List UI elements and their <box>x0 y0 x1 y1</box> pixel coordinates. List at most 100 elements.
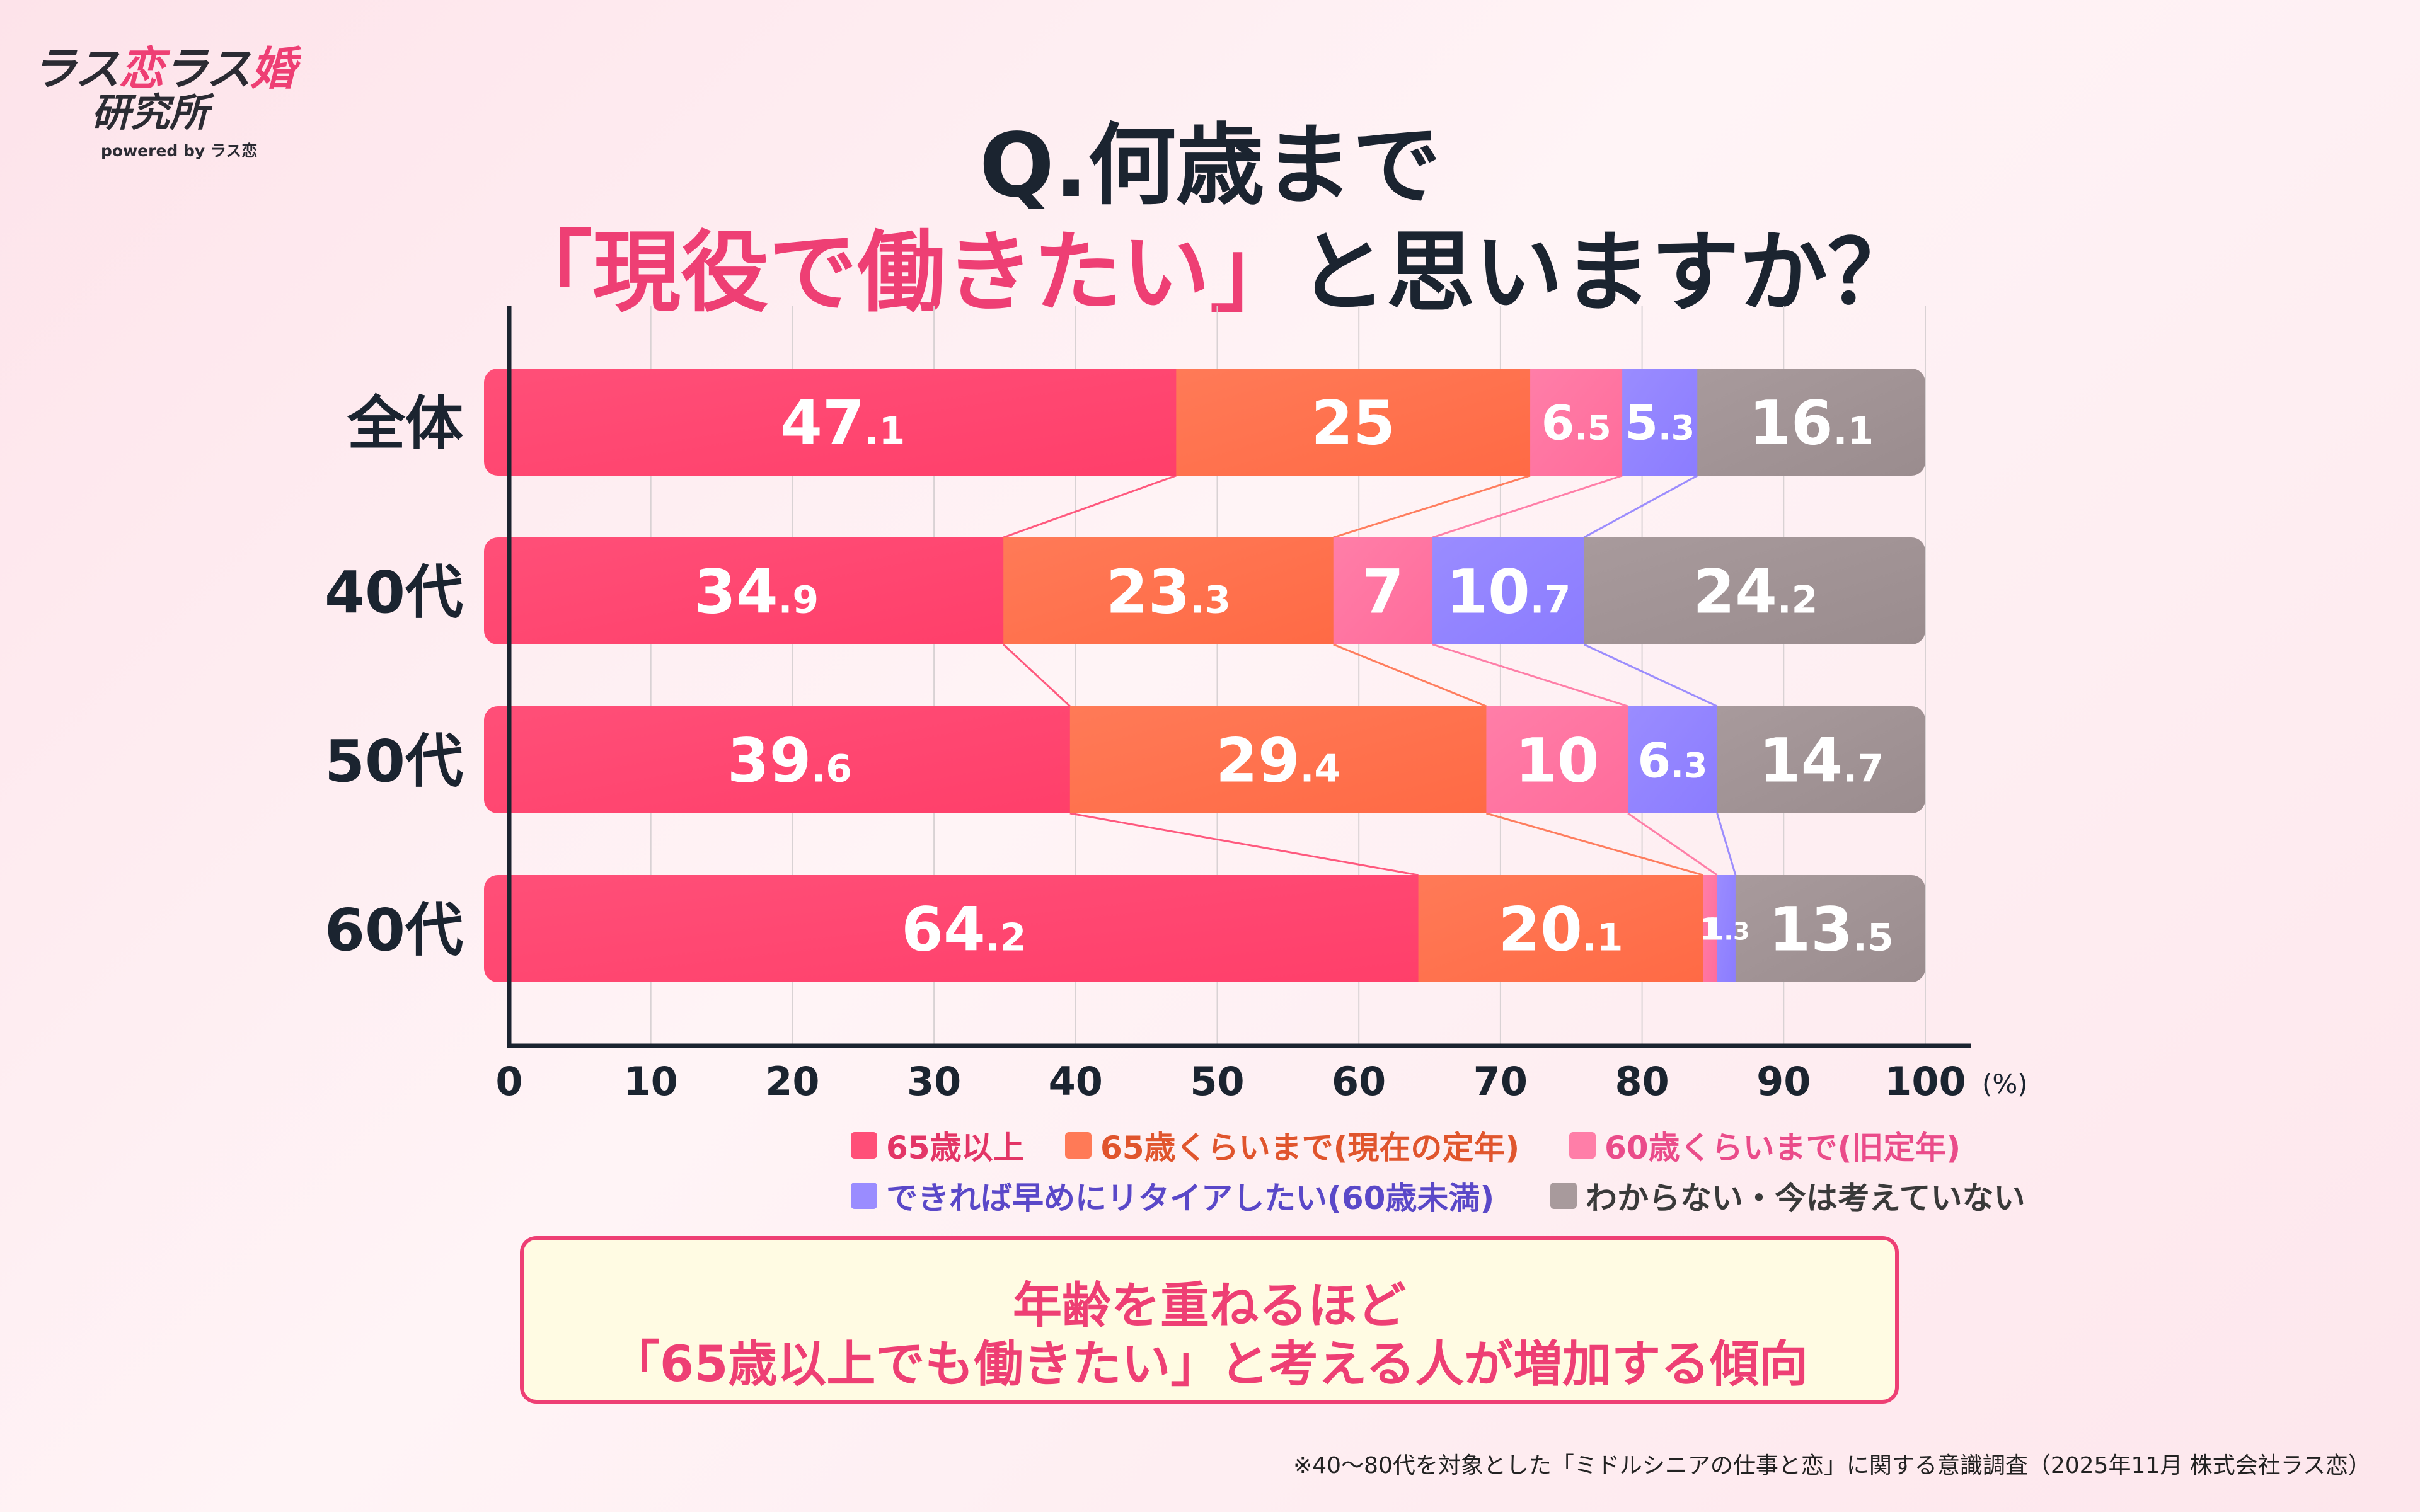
callout-line1: 年齢を重ねるほど <box>1012 1278 1406 1334</box>
connector-line <box>1069 812 1419 876</box>
logo-wordmark: ラス恋ラス婚 <box>32 42 296 95</box>
legend-item-3: 60歳くらいまで(旧定年) <box>1569 1123 1961 1168</box>
bar-segment <box>484 369 1177 476</box>
category-label: 60代 <box>325 896 463 964</box>
legend-label-4: できれば早めにリタイアしたい(60歳未満) <box>886 1180 1495 1217</box>
x-tick-label: 10 <box>624 1058 678 1104</box>
bar-value-label: 10 <box>1515 726 1599 796</box>
connector-line <box>1627 812 1718 876</box>
bar-segment <box>484 706 1071 813</box>
x-tick-label: 100 <box>1884 1058 1966 1104</box>
x-tick-labels: 0 10 20 30 40 50 60 70 80 90 100 <box>495 1058 1966 1104</box>
title-highlight: 「現役で働きたい」 <box>504 222 1298 324</box>
x-tick-label: 50 <box>1190 1058 1244 1104</box>
logo-powered-by: powered by ラス恋 <box>101 142 258 160</box>
legend-swatch-3 <box>1569 1132 1596 1159</box>
connector-lines <box>1003 474 1737 876</box>
category-label: 40代 <box>325 559 463 626</box>
chart-title-line1: Q.何歳まで <box>979 115 1441 217</box>
footnote: ※40〜80代を対象とした「ミドルシニアの仕事と恋」に関する意識調査（2025年… <box>1293 1453 2371 1479</box>
bar-segment <box>1003 537 1334 644</box>
bar-segment <box>1432 537 1584 644</box>
bar-value-label: 39.6 <box>727 726 852 796</box>
legend-swatch-2 <box>1065 1132 1092 1159</box>
bar-value-label: 6.5 <box>1541 394 1611 450</box>
legend-swatch-4 <box>851 1183 877 1209</box>
bar-segment <box>1333 537 1433 644</box>
connector-line <box>1003 643 1071 707</box>
bar-value-label: 6.3 <box>1637 732 1707 788</box>
bar-value-label: 47.1 <box>780 388 905 459</box>
legend-label-2: 65歳くらいまで(現在の定年) <box>1100 1130 1520 1166</box>
connector-line <box>1003 474 1177 539</box>
connector-line <box>1716 813 1737 876</box>
bar-segment <box>1703 875 1718 982</box>
bar-value-label: 20.1 <box>1498 895 1623 965</box>
bar-segment <box>1176 369 1531 476</box>
legend-item-4: できれば早めにリタイアしたい(60歳未満) <box>851 1173 1494 1218</box>
legend-label-5: わからない・今は考えていない <box>1586 1180 2025 1217</box>
x-axis-unit: (%) <box>1982 1068 2028 1099</box>
bar-segments <box>484 369 1925 982</box>
bar-segment <box>1717 875 1736 982</box>
bar-segment <box>1530 369 1623 476</box>
category-labels: 全体 40代 50代 60代 <box>325 390 463 964</box>
x-tick-label: 60 <box>1332 1058 1386 1104</box>
bar-segment <box>1486 706 1628 813</box>
x-tick-label: 30 <box>907 1058 961 1104</box>
x-tick-label: 40 <box>1049 1058 1103 1104</box>
connector-line <box>1432 474 1623 539</box>
bar-value-label: 64.2 <box>901 895 1026 965</box>
bar-value-label: 1 <box>1700 912 1720 947</box>
bar-value-label: 24.2 <box>1693 557 1818 627</box>
bar-value-label: 25 <box>1311 388 1395 459</box>
legend-swatch-1 <box>851 1132 877 1159</box>
bar-value-label: 5.3 <box>1625 394 1695 450</box>
x-tick-label: 0 <box>495 1058 522 1104</box>
legend-item-2: 65歳くらいまで(現在の定年) <box>1065 1123 1519 1168</box>
bar-segment <box>1628 706 1718 813</box>
category-label: 全体 <box>347 390 463 457</box>
bar-segment <box>1584 537 1925 644</box>
bar-segment <box>1622 369 1698 476</box>
connector-line <box>1333 643 1487 707</box>
callout-line2: 「65歳以上でも働きたい」と考える人が増加する傾向 <box>610 1336 1809 1393</box>
bar-segment <box>1697 369 1925 476</box>
category-label: 50代 <box>325 728 463 795</box>
bar-value-label: 1.3 <box>1703 912 1749 947</box>
connector-line <box>1583 643 1718 707</box>
legend-label-3: 60歳くらいまで(旧定年) <box>1605 1130 1961 1166</box>
logo-subtitle: 研究所 <box>91 89 209 135</box>
connector-line <box>1432 643 1628 707</box>
bar-value-label: 16.1 <box>1749 388 1874 459</box>
summary-callout: 年齢を重ねるほど 「65歳以上でも働きたい」と考える人が増加する傾向 <box>520 1236 1899 1404</box>
bar-segment <box>484 875 1419 982</box>
connector-line <box>1486 812 1703 876</box>
value-labels: 47.1 25 6.5 5.3 16.1 34.9 23.3 7 10.7 24.2 39.6 29.… <box>694 388 1894 965</box>
bar-value-label: 23.3 <box>1106 557 1231 627</box>
brand-logo: ラス恋ラス婚 研究所 powered by ラス恋 <box>32 25 321 160</box>
title-rest: と思いますか？ <box>1298 222 1916 324</box>
bar-segment <box>484 537 1004 644</box>
x-tick-label: 90 <box>1756 1058 1811 1104</box>
connector-line <box>1333 474 1531 539</box>
bar-segment <box>1069 706 1487 813</box>
bar-segment <box>1735 875 1925 982</box>
bar-value-label: 34.9 <box>694 557 819 627</box>
x-tick-label: 20 <box>765 1058 819 1104</box>
connector-line <box>1583 474 1698 539</box>
bar-segment <box>1717 706 1925 813</box>
bar-value-label: 13.5 <box>1769 895 1894 965</box>
legend-swatch-5 <box>1550 1183 1577 1209</box>
legend-item-5: わからない・今は考えていない <box>1550 1173 2025 1218</box>
x-tick-label: 80 <box>1615 1058 1669 1104</box>
legend-item-1: 65歳以上 <box>851 1123 1025 1168</box>
legend-label-1: 65歳以上 <box>886 1130 1025 1166</box>
x-tick-label: 70 <box>1473 1058 1528 1104</box>
bar-value-label: 10.7 <box>1446 557 1570 627</box>
bar-value-label: 7 <box>1362 557 1404 627</box>
bar-value-label: 29.4 <box>1216 726 1340 796</box>
bar-segment <box>1418 875 1703 982</box>
chart-title-line2: 「現役で働きたい」と思いますか？ <box>0 202 2420 329</box>
